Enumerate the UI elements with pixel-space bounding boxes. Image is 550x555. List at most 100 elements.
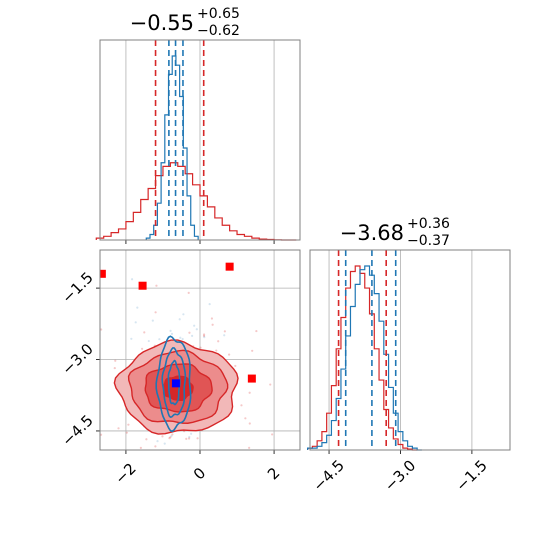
bl-plot-area (84, 262, 274, 509)
bl-blue-contour-1 (161, 347, 187, 419)
tl-title-sub: −0.62 (197, 23, 240, 39)
bl-scatter-red-point-53 (255, 329, 258, 333)
bl-scatter-red-point-118 (196, 437, 199, 440)
bl-scatter-blue-point-115 (156, 456, 158, 458)
bl-scatter-red-point-43 (100, 433, 103, 436)
bl-scatter-blue-point-2 (176, 455, 178, 457)
bl-scatter-red-point-29 (202, 333, 206, 336)
bl-scatter-red-point-97 (84, 409, 86, 411)
bl-scatter-blue-point-14 (130, 278, 134, 281)
bl-scatter-blue-point-134 (130, 337, 133, 340)
bl-scatter-red-point-49 (271, 433, 274, 436)
bl-scatter-blue-point-113 (186, 468, 188, 470)
bl-scatter-red-point-33 (127, 423, 130, 426)
tl-frame (99, 39, 301, 241)
bl-scatter-blue-point-93 (159, 470, 161, 472)
bl-scatter-blue-point-79 (178, 318, 181, 321)
bl-y-tick-label-2: −4.5 (58, 411, 96, 449)
bl-scatter-red-point-65 (117, 427, 120, 430)
bl-frame (99, 249, 301, 451)
tl-title-main: −0.55 (130, 11, 194, 35)
br-frame (309, 249, 511, 451)
bl-scatter-blue-point-10 (134, 321, 137, 324)
bl-scatter-red-point-74 (85, 375, 87, 377)
tl-hist-series-0 (95, 162, 297, 241)
bl-scatter-blue-point-109 (210, 466, 212, 468)
bl-x-tick-label-2: 2 (264, 464, 283, 483)
br-x-tick-label-0: −4.5 (309, 456, 347, 494)
bl-scatter-red-point-105 (154, 445, 157, 448)
bl-scatter-blue-point-103 (170, 434, 173, 438)
bl-scatter-red-point-15 (210, 317, 214, 320)
bl-scatter-red-point-123 (251, 349, 254, 352)
bl-scatter-blue-point-87 (158, 338, 161, 341)
bl-scatter-blue-point-31 (195, 328, 198, 331)
bl-scatter-blue-point-82 (169, 329, 172, 332)
bl-red-marker-3 (247, 374, 256, 383)
tl-hist-series-1 (145, 55, 199, 240)
bl-scatter-red-point-128 (148, 457, 150, 459)
bl-x-tick-label-1: 0 (190, 464, 209, 483)
bl-scatter-blue-point-121 (179, 336, 182, 339)
bl-scatter-red-point-63 (199, 346, 202, 349)
bl-scatter-blue-point-40 (170, 332, 174, 335)
br-x-tick-label-2: −1.5 (452, 456, 490, 494)
bl-blue-marker (171, 379, 180, 388)
bl-scatter-blue-point-26 (208, 303, 211, 306)
bl-scatter-red-point-130 (240, 404, 243, 407)
bl-scatter-red-point-59 (188, 331, 191, 334)
bl-scatter-red-point-72 (140, 347, 144, 350)
bl-scatter-red-point-35 (228, 353, 231, 356)
bl-scatter-red-point-135 (171, 433, 174, 436)
bl-scatter-blue-point-106 (118, 507, 120, 509)
bl-scatter-red-point-81 (113, 366, 116, 370)
bl-scatter-blue-point-27 (156, 440, 159, 443)
br-title-sub: −0.37 (407, 233, 450, 249)
bl-scatter-blue-point-119 (193, 324, 196, 327)
bl-scatter-red-point-48 (248, 422, 251, 425)
br-x-tick-label-1: −3.0 (381, 456, 419, 494)
bl-scatter-blue-point-129 (191, 334, 194, 337)
bl-y-tick-label-0: −1.5 (58, 268, 96, 306)
bl-scatter-red-point-60 (185, 437, 188, 440)
tl-title-sup: +0.65 (197, 6, 240, 22)
bl-scatter-red-point-52 (211, 323, 214, 326)
bl-scatter-blue-point-97 (203, 336, 206, 339)
bl-scatter-blue-point-46 (182, 313, 185, 316)
bl-scatter-blue-point-11 (151, 319, 154, 322)
bl-scatter-blue-point-131 (86, 469, 88, 471)
bl-scatter-blue-point-23 (188, 435, 191, 439)
bl-scatter-red-point-26 (202, 334, 206, 337)
bl-scatter-red-point-103 (248, 391, 251, 394)
bl-x-tick-label-0: −2 (111, 459, 139, 487)
bl-scatter-red-point-16 (187, 437, 191, 440)
bl-scatter-blue-point-107 (136, 306, 139, 309)
bl-scatter-red-point-69 (145, 438, 148, 441)
bl-scatter-red-point-13 (269, 383, 272, 386)
bl-blue-contour-2 (155, 335, 192, 433)
bl-scatter-red-point-17 (223, 330, 226, 333)
bl-scatter-red-point-91 (234, 364, 237, 368)
br-title-main: −3.68 (340, 221, 404, 245)
bl-scatter-red-point-27 (215, 349, 218, 352)
bl-scatter-red-point-86 (114, 359, 117, 362)
bl-scatter-red-point-137 (100, 328, 103, 331)
bl-scatter-red-point-70 (217, 340, 220, 343)
bl-scatter-red-point-75 (161, 435, 164, 438)
bl-blue-contour-0 (167, 359, 181, 406)
bl-scatter-red-point-122 (159, 452, 161, 454)
bl-scatter-blue-point-29 (190, 432, 193, 435)
bl-y-tick-label-1: −3.0 (58, 340, 96, 378)
bl-scatter-red-point-107 (139, 446, 142, 449)
bl-red-marker-1 (138, 281, 147, 290)
bl-scatter-red-point-100 (154, 311, 157, 314)
bl-scatter-red-point-30 (244, 417, 247, 420)
bl-scatter-red-point-88 (247, 460, 249, 462)
bl-red-marker-0 (100, 269, 106, 278)
bl-scatter-blue-point-127 (181, 337, 184, 341)
bl-scatter-red-point-98 (143, 331, 146, 334)
bl-scatter-blue-point-98 (163, 442, 166, 445)
bl-scatter-blue-point-125 (147, 339, 150, 343)
